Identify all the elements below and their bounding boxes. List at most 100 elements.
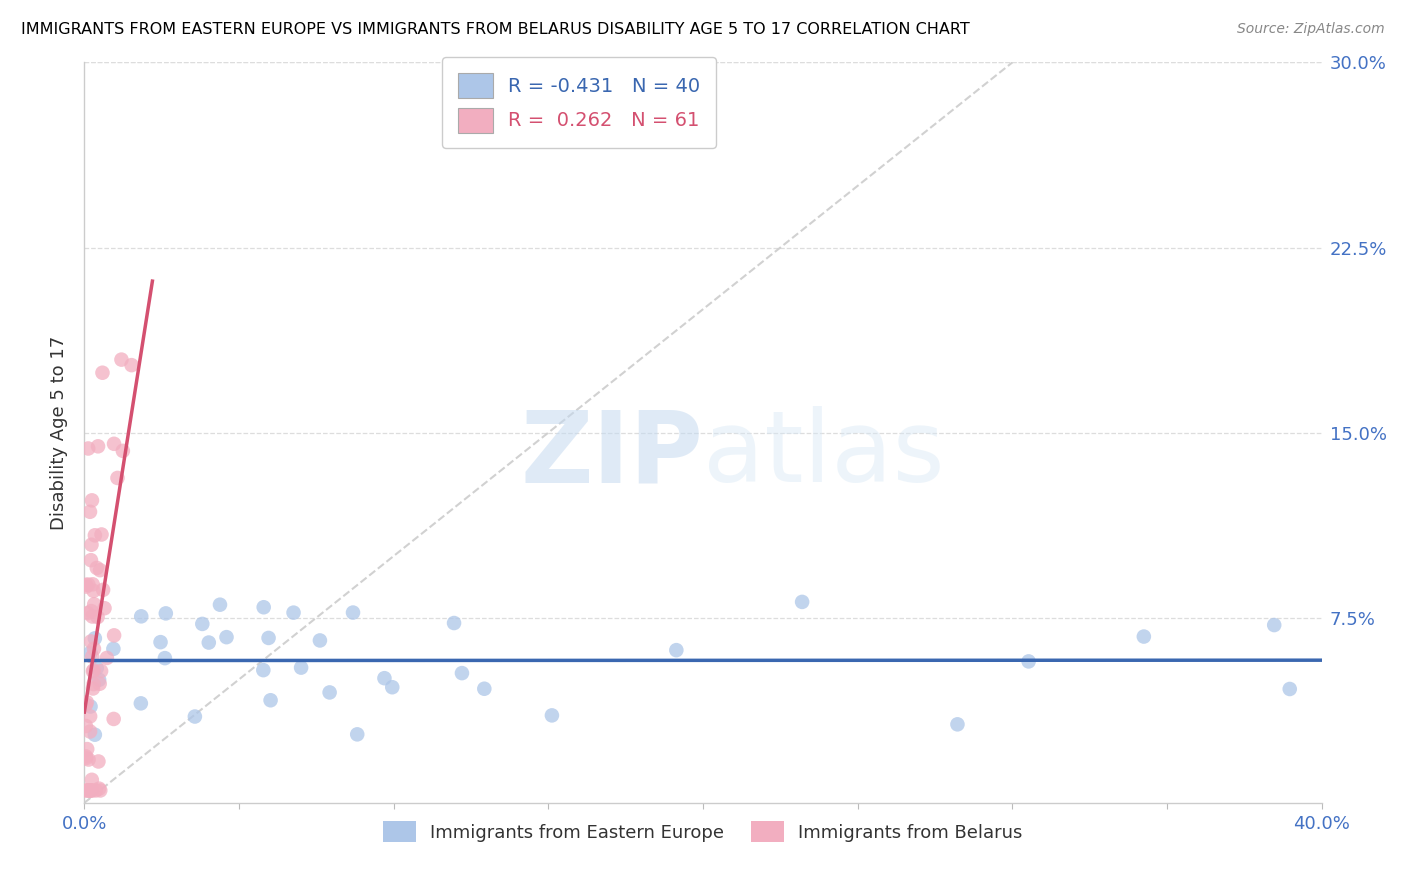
Y-axis label: Disability Age 5 to 17: Disability Age 5 to 17 <box>51 335 69 530</box>
Point <box>89 673 111 687</box>
Point <box>191 616 214 631</box>
Point <box>342 606 364 620</box>
Text: IMMIGRANTS FROM EASTERN EUROPE VS IMMIGRANTS FROM BELARUS DISABILITY AGE 5 TO 17: IMMIGRANTS FROM EASTERN EUROPE VS IMMIGR… <box>21 22 970 37</box>
Point <box>79 724 101 739</box>
Point <box>373 671 395 685</box>
Point <box>76 695 98 709</box>
Point <box>665 643 688 657</box>
Point <box>103 437 125 451</box>
Point <box>80 772 103 787</box>
Point <box>84 783 107 797</box>
Point <box>155 607 177 621</box>
Point <box>83 663 105 677</box>
Point <box>79 505 101 519</box>
Point <box>75 698 97 712</box>
Point <box>96 651 118 665</box>
Point <box>83 597 105 611</box>
Point <box>283 606 305 620</box>
Point <box>129 697 152 711</box>
Point <box>80 783 103 797</box>
Point <box>1278 681 1301 696</box>
Point <box>83 528 105 542</box>
Point <box>77 753 100 767</box>
Point <box>184 709 207 723</box>
Point <box>290 660 312 674</box>
Point <box>381 680 404 694</box>
Point <box>80 553 103 567</box>
Point <box>80 634 103 648</box>
Point <box>82 649 104 664</box>
Point <box>76 783 98 797</box>
Point <box>451 666 474 681</box>
Point <box>541 708 564 723</box>
Point <box>1133 630 1156 644</box>
Point <box>259 693 281 707</box>
Point <box>103 641 125 656</box>
Point <box>153 651 176 665</box>
Point <box>111 443 134 458</box>
Point <box>80 493 103 508</box>
Point <box>103 628 125 642</box>
Point <box>87 755 110 769</box>
Point <box>82 665 104 679</box>
Point <box>86 610 108 624</box>
Point <box>91 582 114 597</box>
Point <box>77 783 100 797</box>
Point <box>79 783 101 797</box>
Point <box>110 352 132 367</box>
Point <box>1018 654 1040 668</box>
Point <box>197 635 219 649</box>
Point <box>79 699 101 714</box>
Point <box>86 561 108 575</box>
Point <box>252 663 274 677</box>
Point <box>80 538 103 552</box>
Point <box>103 712 125 726</box>
Point <box>75 783 97 797</box>
Point <box>82 681 104 696</box>
Point <box>121 358 143 372</box>
Point <box>107 471 129 485</box>
Point <box>318 685 340 699</box>
Point <box>80 783 103 797</box>
Point <box>79 646 101 660</box>
Point <box>90 527 112 541</box>
Point <box>75 749 97 764</box>
Point <box>90 664 112 678</box>
Point <box>1263 618 1285 632</box>
Point <box>89 783 111 797</box>
Point <box>76 742 98 756</box>
Point <box>87 439 110 453</box>
Text: ZIP: ZIP <box>520 407 703 503</box>
Point <box>472 681 495 696</box>
Point <box>792 595 814 609</box>
Point <box>75 580 97 594</box>
Point <box>82 609 104 624</box>
Point <box>83 677 105 691</box>
Point <box>215 630 238 644</box>
Point <box>75 751 97 765</box>
Point <box>79 709 101 723</box>
Legend: Immigrants from Eastern Europe, Immigrants from Belarus: Immigrants from Eastern Europe, Immigran… <box>375 814 1031 849</box>
Point <box>86 661 108 675</box>
Point <box>149 635 172 649</box>
Point <box>83 632 105 646</box>
Text: atlas: atlas <box>703 407 945 503</box>
Point <box>82 577 104 591</box>
Point <box>75 578 97 592</box>
Point <box>253 600 276 615</box>
Point <box>77 442 100 456</box>
Point <box>208 598 231 612</box>
Point <box>80 604 103 618</box>
Point <box>77 577 100 591</box>
Point <box>93 601 115 615</box>
Point <box>83 583 105 598</box>
Point <box>75 719 97 733</box>
Point <box>309 633 332 648</box>
Point <box>79 783 101 797</box>
Text: Source: ZipAtlas.com: Source: ZipAtlas.com <box>1237 22 1385 37</box>
Point <box>76 606 98 620</box>
Point <box>91 366 114 380</box>
Point <box>346 727 368 741</box>
Point <box>83 728 105 742</box>
Point <box>83 641 105 656</box>
